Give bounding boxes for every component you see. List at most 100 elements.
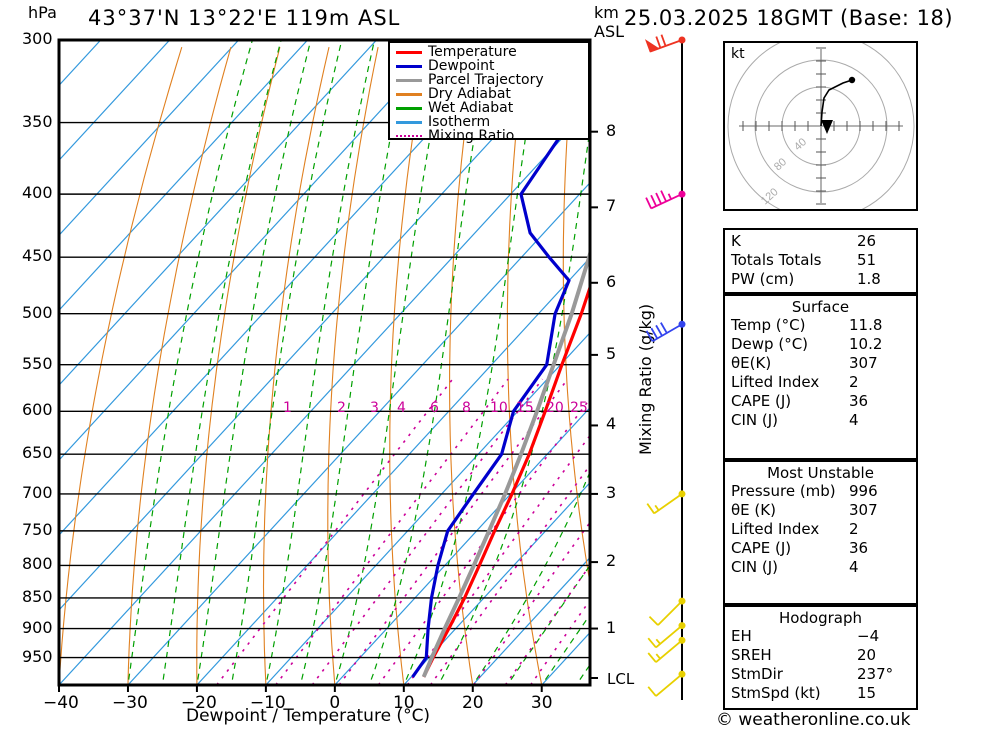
row-value: 307: [849, 501, 878, 519]
legend-swatch-5: [396, 120, 422, 124]
pressure-tick-550: 550: [22, 353, 53, 373]
pressure-tick-650: 650: [22, 443, 53, 463]
surface-panel: Surface Temp (°C) 11.8 Dewp (°C) 10.2 θE(K) 3…: [723, 294, 918, 460]
station-title: 43°37'N 13°22'E 119m ASL: [88, 6, 401, 30]
mixing-ratio-label-10: 10: [490, 400, 508, 416]
height-tick-6: 6: [606, 271, 617, 291]
legend-swatch-4: [396, 106, 422, 110]
table-row: CAPE (J) 36: [731, 392, 916, 411]
table-row: StmDir 237°: [731, 665, 916, 684]
row-key: CAPE (J): [731, 392, 792, 410]
mixing-ratio-label-15: 15: [516, 400, 534, 416]
row-key: Dewp (°C): [731, 335, 809, 353]
legend-label-0: Temperature: [428, 44, 517, 60]
row-key: Temp (°C): [731, 316, 806, 334]
legend-label-1: Dewpoint: [428, 58, 495, 74]
table-row: Temp (°C) 11.8: [731, 316, 916, 335]
legend-item-0: Temperature: [394, 44, 588, 60]
pressure-tick-400: 400: [22, 183, 53, 203]
hodo-ring-label-120: 120: [759, 186, 781, 207]
legend-item-5: Isotherm: [394, 114, 588, 130]
x-tick-10: 10: [392, 693, 415, 713]
x-tick--30: −30: [111, 693, 148, 713]
lcl-label: LCL: [607, 670, 635, 688]
legend-label-6: Mixing Ratio: [428, 128, 515, 144]
row-key: Lifted Index: [731, 373, 820, 391]
wind-barb-column: [640, 0, 715, 733]
row-value: 996: [849, 482, 878, 500]
height-tick-3: 3: [606, 482, 617, 502]
row-key: CIN (J): [731, 411, 779, 429]
indices-panel: K 26 Totals Totals 51 PW (cm) 1.8: [723, 228, 918, 294]
height-tick-2: 2: [606, 551, 617, 571]
row-value: 4: [849, 411, 859, 429]
most-unstable-panel: Most Unstable Pressure (mb) 996 θE (K) 307 L…: [723, 460, 918, 605]
x-tick--40: −40: [43, 693, 79, 713]
row-value: 2: [849, 520, 859, 538]
x-tick--10: −10: [249, 693, 286, 713]
row-value: 2: [849, 373, 859, 391]
table-row: EH −4: [731, 627, 916, 646]
pressure-tick-950: 950: [22, 646, 53, 666]
mixing-ratio-label-3: 3: [370, 400, 379, 416]
pressure-tick-900: 900: [22, 617, 53, 637]
hodograph-stats-panel: Hodograph EH −4 SREH 20 StmDir 237° StmSpd (kt…: [723, 605, 918, 710]
legend-item-3: Dry Adiabat: [394, 86, 588, 102]
mixing-ratio-label-8: 8: [462, 400, 471, 416]
hodograph-stats-title: Hodograph: [778, 609, 863, 627]
x-tick--20: −20: [180, 693, 217, 713]
height-tick-8: 8: [606, 120, 617, 140]
hodo-ring-label-80: 80: [772, 156, 789, 173]
row-key: K: [731, 232, 741, 250]
row-key: CIN (J): [731, 558, 779, 576]
legend-label-2: Parcel Trajectory: [428, 72, 544, 88]
legend-box: Temperature Dewpoint Parcel Trajectory Dry …: [388, 41, 590, 144]
row-key: CAPE (J): [731, 539, 792, 557]
table-row: Dewp (°C) 10.2: [731, 335, 916, 354]
height-unit-label-line1: km: [594, 3, 619, 22]
row-value: 20: [857, 646, 877, 664]
hodograph-panel: 120 80 40 kt: [723, 41, 918, 211]
mixing-ratio-label-25: 25: [570, 400, 588, 416]
mixing-ratio-label-1: 1: [283, 400, 292, 416]
row-key: StmSpd (kt): [731, 684, 821, 702]
row-value: −4: [857, 627, 880, 645]
table-row: Lifted Index 2: [731, 520, 916, 539]
hodograph-unit-label: kt: [731, 46, 745, 62]
table-row: K 26: [731, 232, 916, 251]
pressure-tick-350: 350: [22, 111, 53, 131]
legend-label-4: Wet Adiabat: [428, 100, 514, 116]
table-row: Lifted Index 2: [731, 373, 916, 392]
height-tick-7: 7: [606, 196, 617, 216]
table-row: Totals Totals 51: [731, 251, 916, 270]
mixing-ratio-label-20: 20: [546, 400, 564, 416]
row-value: 237°: [857, 665, 894, 683]
height-unit-label-line2: ASL: [594, 22, 625, 41]
legend-swatch-3: [396, 92, 422, 96]
pressure-tick-800: 800: [22, 554, 53, 574]
legend-label-5: Isotherm: [428, 114, 491, 130]
table-row: CIN (J) 4: [731, 411, 916, 430]
row-value: 36: [849, 392, 869, 410]
table-row: StmSpd (kt) 15: [731, 684, 916, 703]
row-value: 4: [849, 558, 859, 576]
table-row: CIN (J) 4: [731, 558, 916, 577]
legend-item-6: Mixing Ratio: [394, 128, 588, 144]
pressure-tick-500: 500: [22, 302, 53, 322]
pressure-tick-300: 300: [22, 29, 53, 48]
row-value: 36: [849, 539, 869, 557]
row-key: EH: [731, 627, 752, 645]
table-row: θE (K) 307: [731, 501, 916, 520]
x-axis-title: Dewpoint / Temperature (°C): [186, 706, 431, 726]
row-value: 11.8: [849, 316, 883, 334]
pressure-tick-850: 850: [22, 586, 53, 606]
row-key: Lifted Index: [731, 520, 820, 538]
datetime-title: 25.03.2025 18GMT (Base: 18): [624, 6, 954, 30]
legend-swatch-0: [396, 50, 422, 54]
pressure-unit-label: hPa: [28, 3, 57, 22]
row-key: StmDir: [731, 665, 783, 683]
most-unstable-panel-title: Most Unstable: [767, 464, 874, 482]
row-key: SREH: [731, 646, 772, 664]
row-value: 10.2: [849, 335, 883, 353]
pressure-tick-700: 700: [22, 482, 53, 502]
